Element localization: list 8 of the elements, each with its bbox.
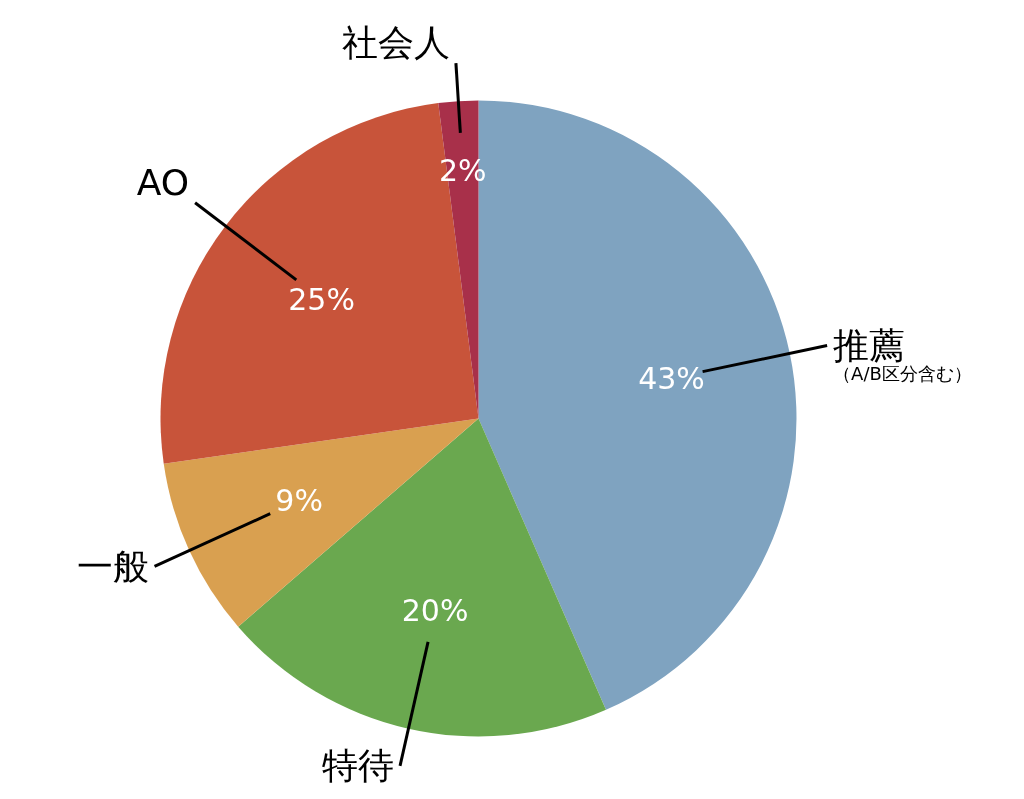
slice-label: 一般 [76,545,149,587]
data-label: 25% [288,281,355,317]
slice-label: 社会人 [341,22,450,64]
slice-label: AO [136,161,190,203]
data-label: 20% [401,593,469,629]
data-label: 9% [275,482,323,518]
data-label: 43% [638,360,705,396]
slice-label: 特待 [322,745,395,787]
